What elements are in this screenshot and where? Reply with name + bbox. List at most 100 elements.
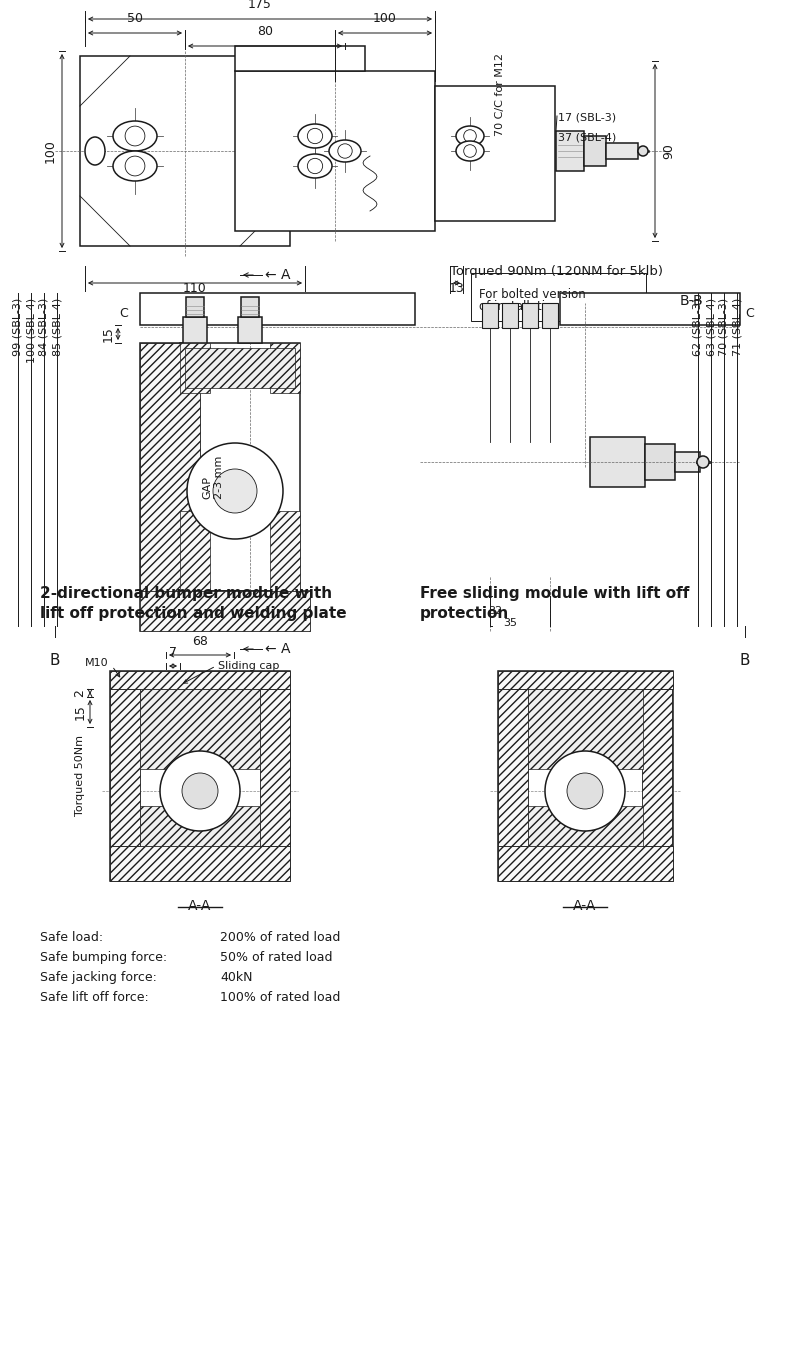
- Text: 99 (SBL-3): 99 (SBL-3): [13, 299, 23, 357]
- Circle shape: [160, 751, 240, 831]
- Bar: [110, 671, 290, 881]
- Bar: [502, 303, 518, 328]
- Text: 17 (SBL-3): 17 (SBL-3): [558, 113, 616, 123]
- Bar: [180, 343, 210, 393]
- Text: C: C: [119, 307, 128, 320]
- Text: 110: 110: [183, 282, 207, 295]
- Circle shape: [567, 773, 603, 809]
- Text: Safe jacking force:: Safe jacking force:: [40, 971, 157, 984]
- Text: Safe lift off force:: Safe lift off force:: [40, 992, 149, 1004]
- Text: For bolted version: For bolted version: [479, 289, 586, 301]
- Text: 80: 80: [257, 26, 273, 38]
- Bar: [645, 444, 675, 480]
- Text: 100% of rated load: 100% of rated load: [220, 992, 340, 1004]
- Bar: [498, 671, 673, 689]
- Circle shape: [307, 128, 322, 143]
- Text: 32: 32: [488, 607, 502, 616]
- Circle shape: [187, 443, 283, 539]
- Bar: [130, 689, 270, 697]
- Text: B-B: B-B: [680, 295, 704, 308]
- Bar: [80, 55, 290, 246]
- Bar: [270, 343, 300, 393]
- Bar: [556, 131, 584, 172]
- Bar: [180, 343, 300, 590]
- Bar: [140, 807, 260, 846]
- Bar: [642, 689, 672, 846]
- Text: 7: 7: [169, 646, 177, 659]
- Bar: [238, 317, 262, 343]
- Bar: [270, 842, 280, 871]
- Circle shape: [125, 157, 145, 176]
- Circle shape: [697, 457, 709, 467]
- Text: 63 (SBL-4): 63 (SBL-4): [706, 299, 716, 357]
- Text: 13: 13: [449, 282, 464, 295]
- Ellipse shape: [456, 126, 484, 146]
- Bar: [528, 689, 643, 769]
- Bar: [498, 846, 673, 881]
- Bar: [508, 688, 518, 719]
- Text: 90: 90: [662, 143, 675, 159]
- Bar: [652, 688, 662, 719]
- Bar: [241, 297, 259, 317]
- Ellipse shape: [85, 136, 105, 165]
- Text: Sliding cap: Sliding cap: [218, 661, 279, 671]
- Text: 70 (SBL-3): 70 (SBL-3): [719, 299, 729, 357]
- Text: 70 C/C for M12: 70 C/C for M12: [495, 53, 505, 136]
- Text: 50: 50: [127, 12, 143, 26]
- Circle shape: [638, 146, 648, 155]
- Text: 62 (SBL-3): 62 (SBL-3): [693, 299, 703, 357]
- Text: 15: 15: [102, 326, 114, 342]
- Ellipse shape: [456, 141, 484, 161]
- Circle shape: [125, 126, 145, 146]
- Text: A-A: A-A: [574, 898, 597, 913]
- Text: 40kN: 40kN: [220, 971, 253, 984]
- Bar: [482, 303, 498, 328]
- Bar: [590, 436, 645, 486]
- Bar: [270, 688, 280, 719]
- Text: 175: 175: [248, 0, 272, 11]
- Ellipse shape: [113, 151, 157, 181]
- Bar: [498, 689, 528, 846]
- Bar: [522, 303, 538, 328]
- Circle shape: [545, 751, 625, 831]
- Text: 100: 100: [373, 12, 397, 26]
- Bar: [498, 671, 673, 881]
- Text: B: B: [740, 653, 750, 667]
- Bar: [110, 846, 290, 881]
- Text: ← A: ← A: [265, 642, 290, 657]
- Bar: [110, 689, 140, 846]
- Bar: [120, 842, 130, 871]
- Text: 15: 15: [74, 704, 86, 720]
- Bar: [268, 867, 282, 881]
- Text: of installation: of installation: [479, 300, 560, 313]
- Bar: [577, 784, 593, 798]
- Bar: [227, 484, 243, 499]
- Text: 100 (SBL-4): 100 (SBL-4): [26, 299, 36, 363]
- Text: M10: M10: [84, 658, 108, 667]
- Text: A-A: A-A: [188, 898, 212, 913]
- Bar: [118, 867, 132, 881]
- Circle shape: [307, 158, 322, 174]
- Circle shape: [182, 773, 218, 809]
- Bar: [110, 671, 290, 689]
- Bar: [606, 143, 638, 159]
- Text: ← A: ← A: [265, 267, 290, 282]
- Bar: [435, 86, 555, 222]
- Bar: [508, 842, 518, 871]
- Text: 50% of rated load: 50% of rated load: [220, 951, 333, 965]
- Bar: [584, 136, 606, 166]
- Bar: [471, 273, 646, 322]
- Text: Torqued 50Nm: Torqued 50Nm: [75, 735, 85, 816]
- Text: 35: 35: [503, 617, 517, 628]
- Text: Torqued 90Nm (120NM for 5klb): Torqued 90Nm (120NM for 5klb): [450, 265, 663, 277]
- Bar: [260, 689, 290, 846]
- Bar: [270, 511, 300, 590]
- Text: B: B: [50, 653, 60, 667]
- Bar: [140, 343, 200, 590]
- Text: 2-directional bumper module with
lift off protection and welding plate: 2-directional bumper module with lift of…: [40, 586, 346, 621]
- Bar: [140, 343, 200, 590]
- Text: 68: 68: [192, 635, 208, 648]
- Bar: [560, 293, 740, 326]
- Bar: [542, 303, 558, 328]
- Circle shape: [464, 130, 476, 142]
